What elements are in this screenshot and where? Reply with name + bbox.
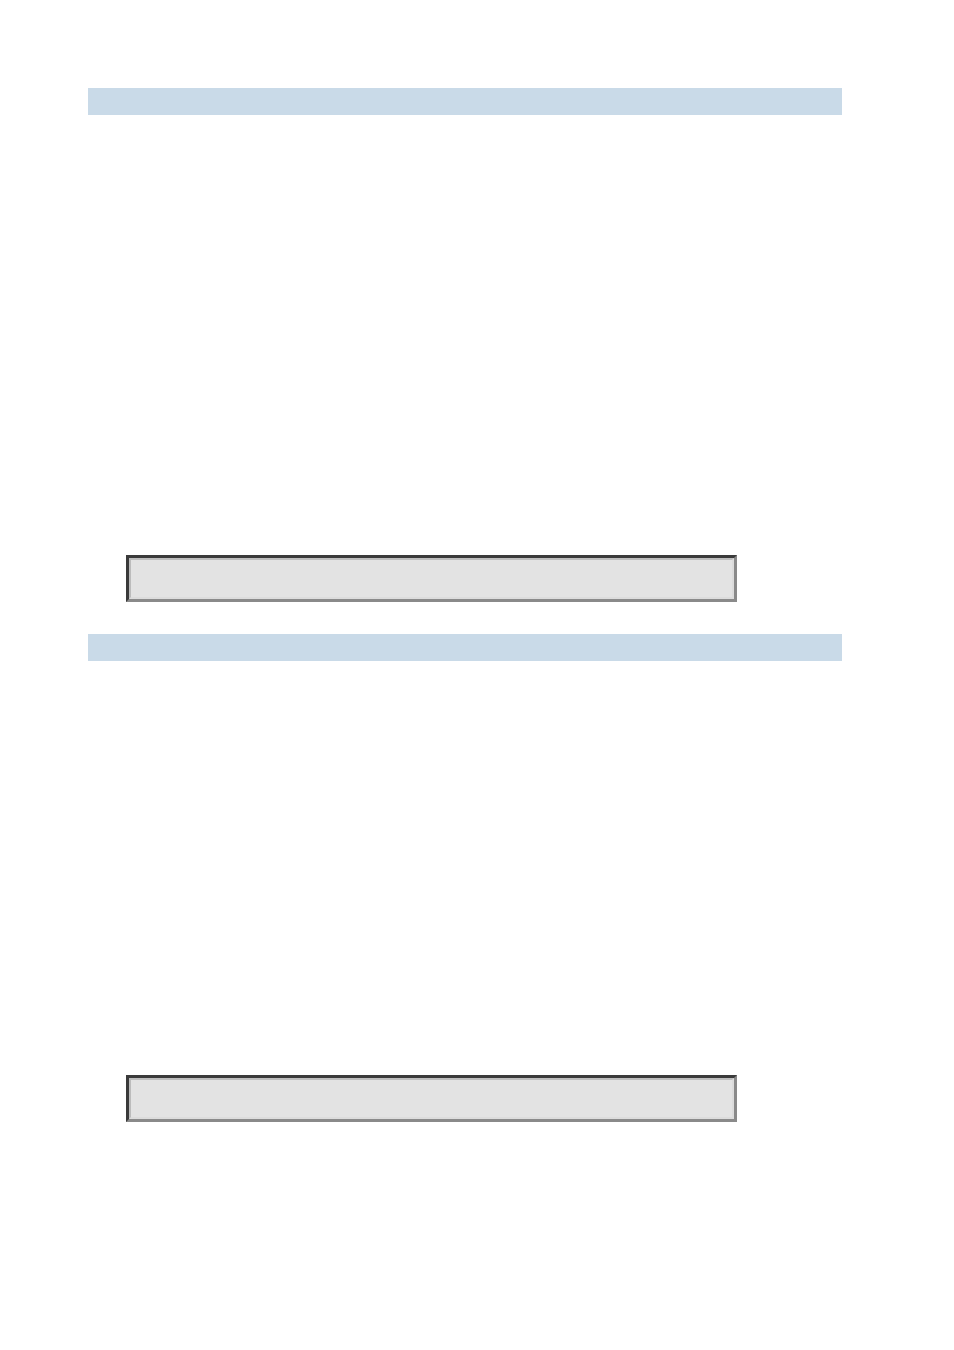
code-block xyxy=(126,1075,737,1122)
section-heading-bar xyxy=(88,634,842,661)
section-heading-bar xyxy=(88,88,842,115)
code-block xyxy=(126,555,737,602)
